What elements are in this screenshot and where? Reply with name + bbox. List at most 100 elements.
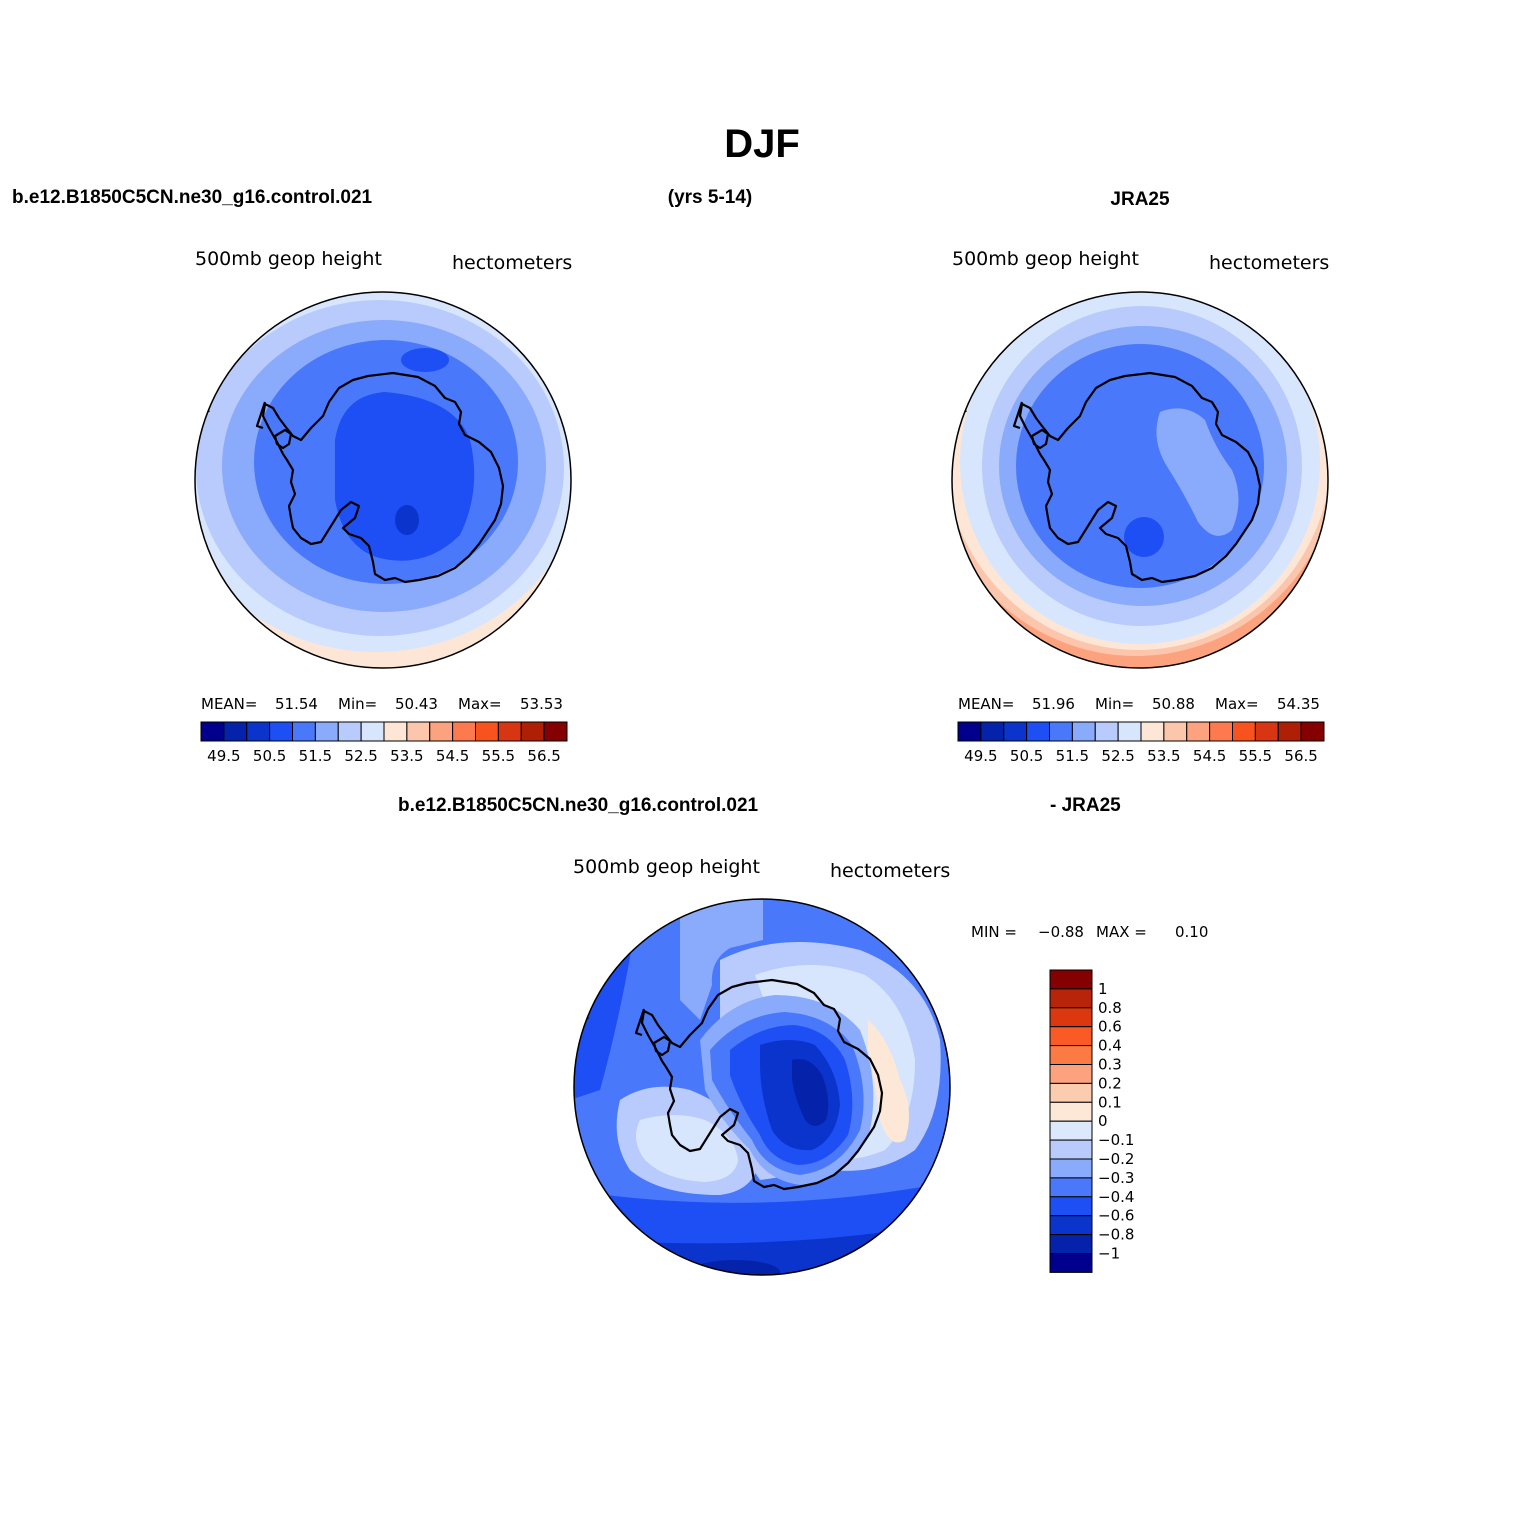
diff-colorbar-box: [1049, 1234, 1093, 1254]
diff-colorbar-label: −1: [1098, 1245, 1120, 1263]
obs-colorbar-box: [1140, 721, 1165, 742]
diff-colorbar-box: [1049, 1082, 1093, 1103]
diff-colorbar-box: [1049, 1026, 1093, 1047]
obs-variable-label: 500mb geop height: [952, 248, 1139, 270]
model-min-value: 50.43: [395, 695, 438, 713]
obs-units-label: hectometers: [1209, 252, 1329, 274]
diff-colorbar-label: 0.8: [1098, 999, 1122, 1017]
model-mean-value: 51.54: [275, 695, 318, 713]
diff-colorbar-box: [1049, 1045, 1093, 1065]
obs-colorbar-box: [1071, 721, 1096, 742]
diff-colorbar-box: [1049, 1253, 1093, 1273]
years-label: (yrs 5-14): [668, 187, 753, 208]
diff-colorbar-label: 1: [1098, 980, 1108, 998]
obs-colorbar-label: 50.5: [1010, 747, 1043, 765]
figure-title: DJF: [724, 122, 800, 166]
obs-mean-value: 51.96: [1032, 695, 1075, 713]
diff-panel: 500mb geop height hectometers MIN: [573, 856, 1208, 1276]
diff-min-value: −0.88: [1038, 923, 1084, 941]
model-colorbar-box: [200, 721, 225, 742]
obs-min-label: Min=: [1095, 695, 1134, 713]
obs-colorbar: 49.5 50.5 51.5 52.5 53.5 54.5 55.5 56.5: [957, 721, 1325, 765]
obs-colorbar-box: [1117, 721, 1142, 742]
obs-colorbar-box: [1300, 721, 1325, 742]
obs-colorbar-box: [1232, 721, 1256, 742]
diff-case-label: b.e12.B1850C5CN.ne30_g16.control.021: [398, 795, 759, 816]
model-colorbar-box: [543, 721, 568, 742]
diff-colorbar-box: [1049, 969, 1093, 990]
diff-colorbar-label: −0.4: [1098, 1188, 1134, 1206]
obs-colorbar-box: [1026, 721, 1050, 742]
obs-map: [952, 292, 1328, 668]
model-colorbar-label: 50.5: [253, 747, 286, 765]
diff-colorbar-label: 0.3: [1098, 1056, 1122, 1074]
model-colorbar-label: 55.5: [482, 747, 515, 765]
model-units-label: hectometers: [452, 252, 572, 274]
obs-colorbar-box: [1254, 721, 1279, 742]
diff-colorbar-box: [1049, 1101, 1093, 1122]
model-max-label: Max=: [458, 695, 502, 713]
diff-colorbar-box: [1049, 988, 1093, 1009]
model-colorbar-box: [246, 721, 271, 742]
diff-obs-label: - JRA25: [1050, 795, 1121, 816]
model-variable-label: 500mb geop height: [195, 248, 382, 270]
diff-colorbar-box: [1049, 1196, 1093, 1217]
obs-colorbar-box: [1209, 721, 1233, 742]
model-colorbar-label: 54.5: [436, 747, 469, 765]
obs-colorbar-label: 54.5: [1193, 747, 1226, 765]
model-colorbar-label: 53.5: [390, 747, 423, 765]
model-colorbar-box: [269, 721, 293, 742]
diff-units-label: hectometers: [830, 860, 950, 882]
obs-colorbar-label: 49.5: [964, 747, 997, 765]
model-colorbar-label: 52.5: [344, 747, 377, 765]
diff-colorbar-box: [1049, 1158, 1093, 1179]
obs-panel: 500mb geop height hectometers MEAN= 51.9…: [951, 248, 1329, 765]
model-colorbar-box: [452, 721, 476, 742]
obs-colorbar-label: 55.5: [1239, 747, 1272, 765]
diff-colorbar-label: −0.8: [1098, 1226, 1134, 1244]
model-colorbar-box: [337, 721, 362, 742]
diff-colorbar-box: [1049, 1064, 1093, 1084]
model-colorbar-box: [383, 721, 408, 742]
diff-colorbar-label: 0.1: [1098, 1093, 1122, 1111]
diff-colorbar: 10.80.60.40.30.20.10−0.1−0.2−0.3−0.4−0.6…: [1049, 969, 1134, 1273]
obs-colorbar-box: [1049, 721, 1073, 742]
diff-variable-label: 500mb geop height: [573, 856, 760, 878]
obs-colorbar-box: [1003, 721, 1028, 742]
model-colorbar-label: 49.5: [207, 747, 240, 765]
model-colorbar-box: [520, 721, 545, 742]
obs-mean-label: MEAN=: [958, 695, 1014, 713]
model-max-value: 53.53: [520, 695, 563, 713]
model-colorbar-box: [360, 721, 385, 742]
model-colorbar-box: [497, 721, 522, 742]
diff-colorbar-box: [1049, 1007, 1093, 1028]
obs-colorbar-box: [1094, 721, 1119, 742]
diff-max-label: MAX =: [1096, 923, 1147, 941]
obs-max-value: 54.35: [1277, 695, 1320, 713]
obs-colorbar-label: 56.5: [1284, 747, 1317, 765]
diff-colorbar-label: 0: [1098, 1112, 1108, 1130]
model-colorbar: 49.5 50.5 51.5 52.5 53.5 54.5 55.5 56.5: [200, 721, 568, 765]
case-name: b.e12.B1850C5CN.ne30_g16.control.021: [12, 187, 373, 208]
diff-colorbar-label: 0.6: [1098, 1018, 1122, 1036]
model-mean-label: MEAN=: [201, 695, 257, 713]
model-colorbar-box: [429, 721, 454, 742]
diff-colorbar-label: −0.3: [1098, 1169, 1134, 1187]
model-map: [195, 292, 571, 668]
diff-colorbar-label: 0.4: [1098, 1037, 1122, 1055]
model-panel: 500mb geop height hectometers MEAN= 51.5…: [194, 248, 572, 765]
diff-colorbar-box: [1049, 1177, 1093, 1198]
obs-colorbar-box: [1186, 721, 1211, 742]
obs-colorbar-box: [1277, 721, 1302, 742]
diff-colorbar-box: [1049, 1120, 1093, 1141]
model-colorbar-label: 51.5: [299, 747, 332, 765]
model-colorbar-box: [292, 721, 316, 742]
diff-colorbar-label: −0.2: [1098, 1150, 1134, 1168]
model-colorbar-label: 56.5: [527, 747, 560, 765]
diff-max-value: 0.10: [1175, 923, 1208, 941]
obs-name: JRA25: [1110, 189, 1170, 210]
diff-map: [574, 899, 950, 1275]
diff-colorbar-label: −0.1: [1098, 1131, 1134, 1149]
diff-colorbar-label: −0.6: [1098, 1207, 1134, 1225]
